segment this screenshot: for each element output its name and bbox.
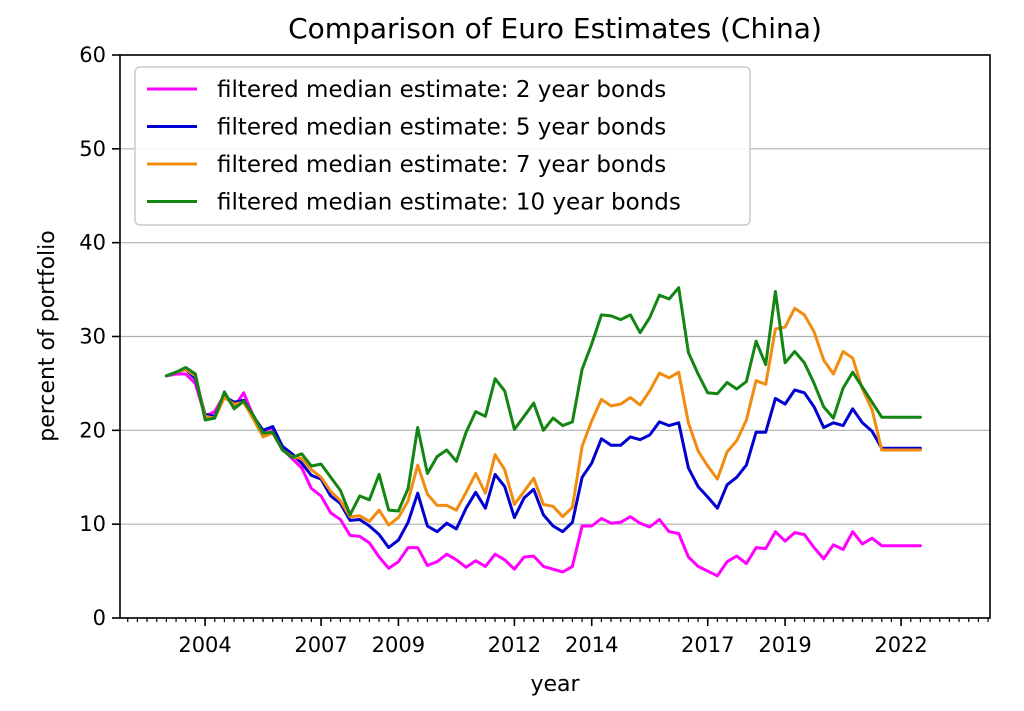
y-axis-ticks: 0 10 20 30 40 50 60: [79, 43, 120, 630]
series-10-year-bonds: [164, 286, 922, 517]
y-tick-label-20: 20: [79, 418, 106, 442]
x-tick-label-2014: 2014: [565, 633, 618, 657]
x-tick-label-2017: 2017: [681, 633, 734, 657]
legend-label-2: filtered median estimate: 7 year bonds: [217, 152, 666, 178]
x-tick-label-2012: 2012: [488, 633, 541, 657]
legend-label-0: filtered median estimate: 2 year bonds: [217, 77, 666, 103]
y-tick-label-10: 10: [79, 512, 106, 536]
series-7-year-bonds: [164, 306, 922, 527]
x-tick-label-2009: 2009: [372, 633, 425, 657]
y-tick-label-40: 40: [79, 231, 106, 255]
y-tick-label-30: 30: [79, 325, 106, 349]
x-tick-label-2019: 2019: [758, 633, 811, 657]
series-2-year-bonds: [164, 372, 922, 578]
y-tick-label-50: 50: [79, 137, 106, 161]
legend-label-3: filtered median estimate: 10 year bonds: [217, 190, 681, 216]
x-tick-label-2004: 2004: [178, 633, 231, 657]
x-axis-ticks: 2004 2007 2009 2012 2014 2017 2019 2022: [127, 618, 989, 657]
series-lines: [164, 286, 922, 578]
legend-label-1: filtered median estimate: 5 year bonds: [217, 115, 666, 141]
legend-box: [134, 66, 751, 226]
x-tick-label-2007: 2007: [294, 633, 347, 657]
y-tick-label-0: 0: [93, 606, 106, 630]
chart-title: Comparison of Euro Estimates (China): [288, 12, 822, 45]
series-5-year-bonds: [164, 367, 922, 550]
y-axis-label: percent of portfolio: [35, 230, 60, 441]
x-tick-label-2022: 2022: [874, 633, 927, 657]
y-tick-label-60: 60: [79, 43, 106, 67]
x-axis-label: year: [530, 672, 580, 697]
legend: filtered median estimate: 2 year bonds fi…: [134, 66, 751, 226]
